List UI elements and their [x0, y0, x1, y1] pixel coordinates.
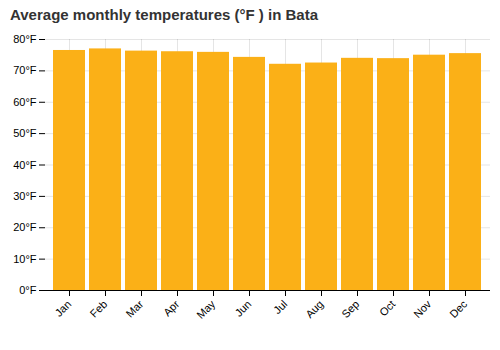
svg-text:60°F: 60°F [13, 96, 37, 108]
svg-text:50°F: 50°F [13, 127, 37, 139]
svg-text:Jul: Jul [271, 298, 289, 316]
svg-text:Mar: Mar [124, 298, 146, 320]
svg-text:Jun: Jun [232, 298, 253, 319]
svg-text:Jan: Jan [52, 298, 73, 319]
svg-text:40°F: 40°F [13, 159, 37, 171]
svg-text:May: May [194, 297, 218, 321]
svg-text:Sep: Sep [339, 298, 361, 320]
svg-text:Apr: Apr [161, 298, 182, 319]
svg-text:20°F: 20°F [13, 221, 37, 233]
svg-text:80°F: 80°F [13, 33, 37, 45]
svg-text:70°F: 70°F [13, 64, 37, 76]
svg-text:0°F: 0°F [19, 284, 37, 296]
svg-text:Oct: Oct [377, 298, 398, 319]
svg-text:Feb: Feb [88, 298, 110, 320]
svg-text:Dec: Dec [447, 297, 470, 320]
svg-text:10°F: 10°F [13, 253, 37, 265]
html-text:Average monthly temperatures (: Average monthly temperatures (°F ) in Ba… [10, 6, 318, 23]
svg-text:Nov: Nov [411, 297, 434, 320]
svg-text:30°F: 30°F [13, 190, 37, 202]
svg-text:Aug: Aug [303, 298, 325, 320]
